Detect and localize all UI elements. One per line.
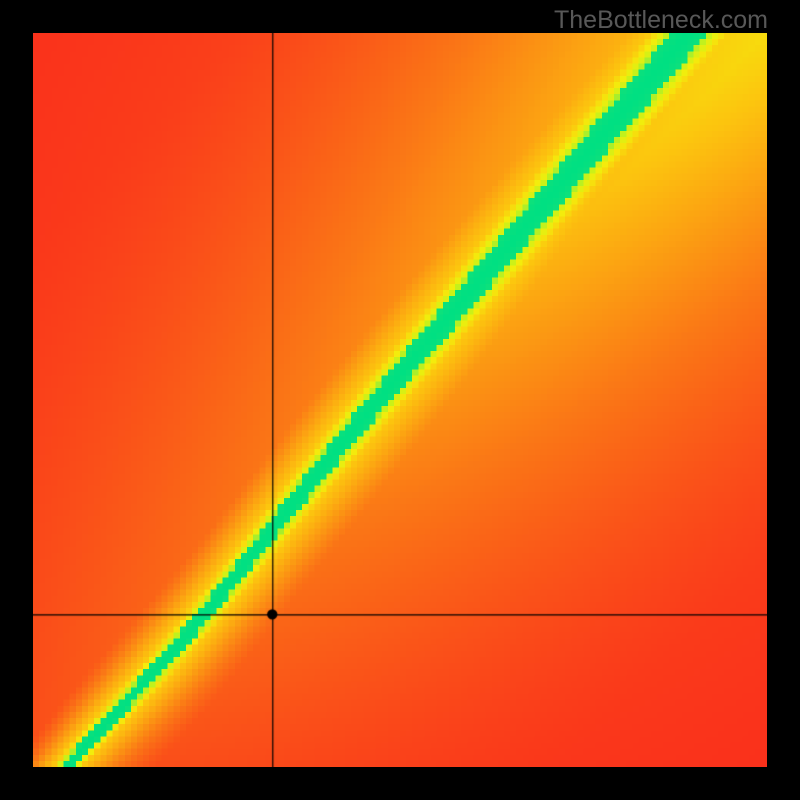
source-watermark: TheBottleneck.com [554, 6, 768, 35]
chart-container: TheBottleneck.com [0, 0, 800, 800]
bottleneck-heatmap [33, 33, 767, 767]
